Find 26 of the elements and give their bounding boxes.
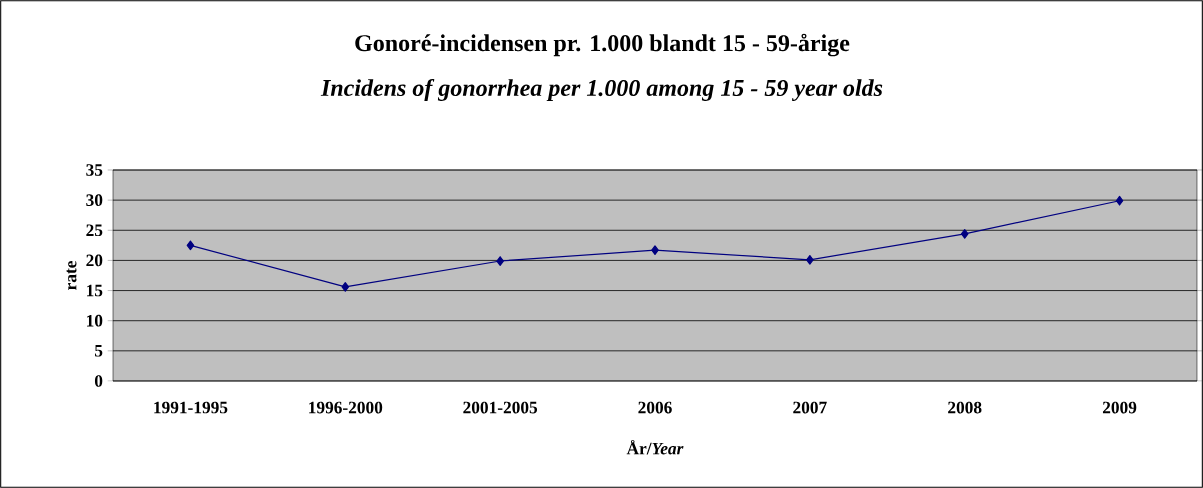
point <box>1115 195 1124 206</box>
y-axis-title: rate <box>66 261 77 290</box>
x-tick-label: 2001-2005 <box>463 401 538 414</box>
chart-title: Gonoré-incidensen pr. 1.000 blandt 15 - 59-årige <box>355 33 850 57</box>
y-tick-label: 0 <box>94 375 103 387</box>
y-tick-label: 30 <box>86 194 103 206</box>
y-tick-label: 20 <box>86 254 103 267</box>
point <box>186 240 195 251</box>
x-tick-label: 2008 <box>948 401 982 414</box>
x-tick-label: 2007 <box>793 401 827 414</box>
y-tick-label: 10 <box>87 314 103 327</box>
point <box>651 245 659 256</box>
x-tick-label: 2006 <box>638 401 672 414</box>
y-tick-label: 15 <box>87 284 103 297</box>
point <box>960 229 969 239</box>
x-tick-label: 2009 <box>1102 401 1137 414</box>
x-axis-title: År/Year <box>626 439 684 455</box>
chart-subtitle: Incidens of gonorrhea per 1.000 among 15 - 59 year olds <box>320 78 883 102</box>
y-tick-label: 5 <box>94 345 103 357</box>
point <box>341 282 350 292</box>
point <box>496 256 504 266</box>
y-tick-label: 35 <box>86 164 103 176</box>
point <box>806 254 814 265</box>
y-tick-label: 25 <box>86 224 103 237</box>
x-tick-label: 1991-1995 <box>154 401 228 414</box>
x-tick-label: 1996-2000 <box>309 401 383 414</box>
